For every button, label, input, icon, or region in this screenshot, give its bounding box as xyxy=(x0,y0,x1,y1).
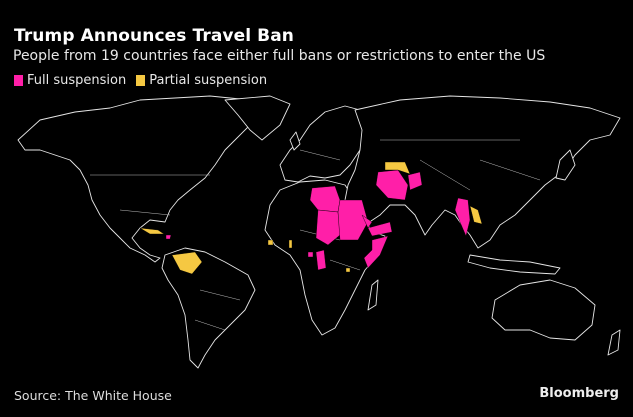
japan xyxy=(555,149,576,181)
country-haiti xyxy=(165,234,172,240)
country-cuba xyxy=(139,227,165,235)
legend-swatch-partial xyxy=(136,75,146,86)
bloomberg-logo: Bloomberg xyxy=(539,386,619,401)
new-zealand xyxy=(607,329,621,356)
country-myanmar xyxy=(454,197,471,237)
country-yemen xyxy=(367,221,393,237)
uk xyxy=(289,131,301,151)
chart-title: Trump Announces Travel Ban xyxy=(14,26,294,46)
country-burundi xyxy=(345,267,351,273)
country-eritrea xyxy=(361,214,373,229)
greenland xyxy=(224,95,291,141)
country-laos xyxy=(469,205,483,225)
country-sierra-leone xyxy=(267,239,274,246)
chart-subtitle: People from 19 countries face either ful… xyxy=(13,48,546,64)
country-congo xyxy=(315,249,327,271)
north-america xyxy=(17,95,266,263)
australia xyxy=(491,279,596,341)
country-turkmenistan xyxy=(384,161,411,175)
legend-label-partial: Partial suspension xyxy=(149,73,268,88)
country-togo xyxy=(288,239,293,249)
legend-item-full: Full suspension xyxy=(14,73,126,88)
legend-label-full: Full suspension xyxy=(27,73,127,88)
country-chad xyxy=(315,209,341,246)
south-america xyxy=(161,247,256,369)
indonesia xyxy=(467,254,561,275)
madagascar xyxy=(367,279,379,311)
country-eq-guinea xyxy=(307,251,314,258)
country-sudan xyxy=(337,199,369,241)
legend-item-partial: Partial suspension xyxy=(136,73,267,88)
legend: Full suspension Partial suspension xyxy=(14,73,267,88)
country-somalia xyxy=(363,235,389,269)
country-afghanistan xyxy=(407,171,423,191)
legend-swatch-full xyxy=(14,75,23,86)
country-venezuela xyxy=(171,251,203,275)
world-map xyxy=(17,95,621,369)
source-note: Source: The White House xyxy=(14,388,172,403)
